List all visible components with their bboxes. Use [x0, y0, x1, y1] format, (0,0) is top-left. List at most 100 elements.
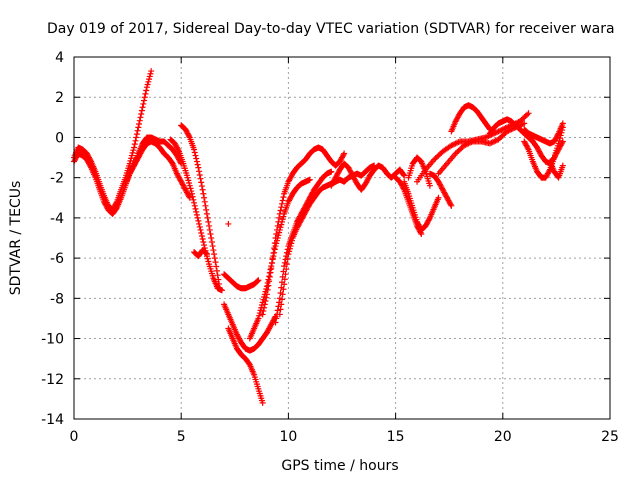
- data-point: [196, 220, 203, 227]
- y-tick-label: -2: [50, 171, 64, 187]
- data-point: [211, 251, 218, 258]
- data-point: [263, 291, 270, 298]
- data-point: [271, 246, 278, 253]
- data-point: [400, 171, 407, 178]
- series-track-06: [178, 122, 223, 292]
- series-track-13: [259, 144, 348, 318]
- data-point: [205, 258, 212, 265]
- data-point: [193, 208, 200, 215]
- series-track-19: [392, 174, 425, 237]
- data-point: [278, 200, 285, 207]
- data-point: [275, 303, 282, 310]
- data-point: [186, 133, 193, 140]
- data-point: [280, 268, 287, 275]
- data-point: [447, 201, 454, 208]
- data-point: [273, 315, 280, 322]
- series-track-28: [546, 158, 566, 181]
- data-point: [281, 259, 288, 266]
- data-point: [273, 311, 280, 318]
- data-point: [559, 162, 566, 169]
- data-point: [256, 310, 263, 317]
- data-point: [135, 124, 142, 131]
- data-point: [186, 182, 193, 189]
- data-point: [141, 97, 148, 104]
- data-point: [283, 253, 290, 260]
- data-point: [191, 202, 198, 209]
- data-point: [208, 239, 215, 246]
- data-point: [268, 260, 275, 267]
- series-track-22: [435, 120, 528, 177]
- data-point: [185, 177, 192, 184]
- series-track-27: [521, 120, 566, 147]
- data-point: [194, 161, 201, 168]
- y-tick-label: -4: [50, 211, 64, 227]
- data-point: [200, 239, 207, 246]
- data-point: [277, 207, 284, 214]
- data-point: [207, 230, 214, 237]
- data-point: [448, 202, 455, 209]
- data-point: [259, 399, 266, 406]
- data-point: [280, 213, 287, 220]
- data-point: [199, 236, 206, 243]
- data-point: [274, 222, 281, 229]
- data-point: [559, 138, 566, 145]
- y-tick-labels: 4 2 0 -2 -4 -6 -8 -10 -12 -14: [41, 50, 64, 428]
- data-point: [521, 120, 528, 127]
- data-point: [266, 278, 273, 285]
- data-point: [133, 134, 140, 141]
- data-point: [201, 198, 208, 205]
- data-point: [259, 311, 266, 318]
- data-point: [194, 214, 201, 221]
- data-point: [134, 127, 141, 134]
- data-point: [261, 301, 268, 308]
- grid-lines: [74, 57, 610, 419]
- data-point: [211, 255, 218, 262]
- data-point: [175, 147, 182, 154]
- data-point: [525, 110, 532, 117]
- data-point: [192, 152, 199, 159]
- data-point: [400, 185, 407, 192]
- data-point: [144, 81, 151, 88]
- data-point: [559, 139, 566, 146]
- series-track-09: [221, 271, 262, 292]
- series-track-20: [426, 170, 455, 209]
- series-track-15: [272, 168, 335, 326]
- data-point: [278, 221, 285, 228]
- data-point: [128, 155, 135, 162]
- data-point: [271, 240, 278, 247]
- data-point: [284, 246, 291, 253]
- data-point: [130, 147, 137, 154]
- y-tick-label: -12: [41, 372, 64, 388]
- data-point: [203, 250, 210, 257]
- data-point: [203, 251, 210, 258]
- data-point: [277, 289, 284, 296]
- series-track-16: [328, 160, 408, 193]
- chart-title: Day 019 of 2017, Sidereal Day-to-day VTE…: [47, 21, 615, 37]
- data-point: [133, 131, 140, 138]
- data-point: [187, 185, 194, 192]
- data-point: [141, 94, 148, 101]
- plot-frame: [73, 56, 611, 420]
- data-point: [188, 188, 195, 195]
- data-point: [131, 141, 138, 148]
- data-point: [146, 76, 153, 83]
- data-point: [186, 180, 193, 187]
- data-point: [196, 168, 203, 175]
- y-tick-label: -8: [50, 291, 64, 307]
- data-point: [213, 267, 220, 274]
- data-point: [274, 307, 281, 314]
- y-tick-label: -10: [41, 332, 64, 348]
- data-point: [279, 273, 286, 280]
- data-point: [225, 220, 232, 227]
- series-track-18: [405, 154, 433, 189]
- data-point: [203, 206, 210, 213]
- data-point: [200, 190, 207, 197]
- series-track-11: [225, 325, 266, 406]
- x-tick-label: 10: [279, 429, 297, 445]
- data-point: [277, 224, 284, 231]
- data-point: [137, 114, 144, 121]
- data-point: [213, 263, 220, 270]
- data-point: [132, 137, 139, 144]
